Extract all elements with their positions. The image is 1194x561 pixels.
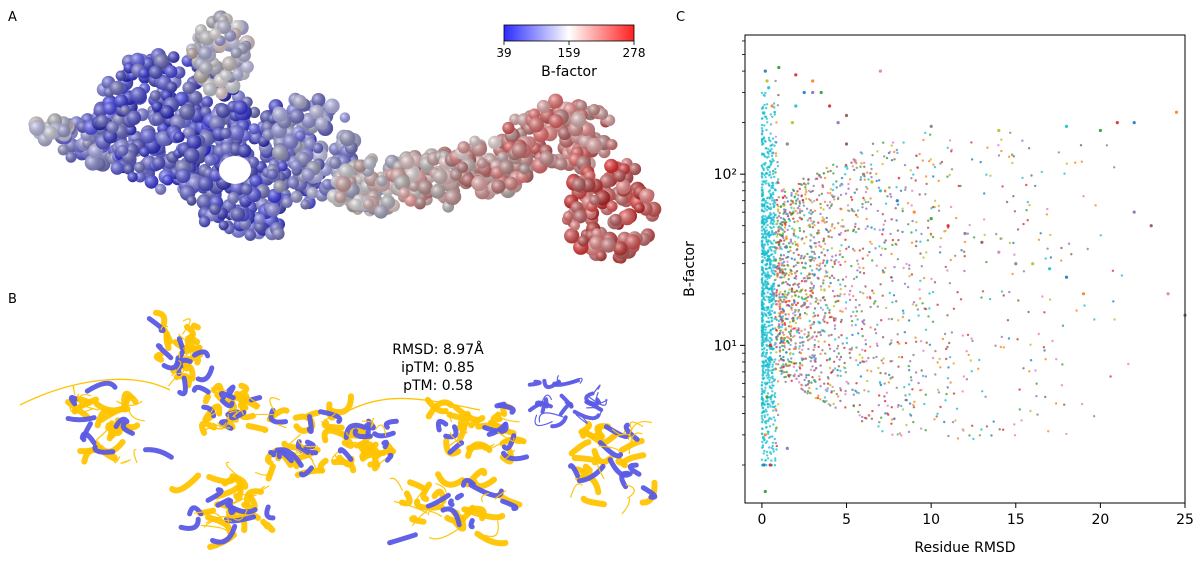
data-point xyxy=(794,73,797,76)
data-point xyxy=(879,70,882,73)
data-point xyxy=(845,142,848,145)
point-cloud xyxy=(761,80,1130,467)
panel-label-a: A xyxy=(8,10,17,25)
bfactor-surface-panel: 39 159 278 B-factor xyxy=(20,10,670,285)
data-point xyxy=(791,121,794,124)
data-point xyxy=(1031,262,1034,265)
y-tick-label: 10¹ xyxy=(714,338,737,354)
data-point xyxy=(1082,292,1085,295)
data-point xyxy=(762,463,765,466)
data-point xyxy=(764,490,767,493)
data-point xyxy=(896,199,899,202)
data-point xyxy=(1065,125,1068,128)
data-point xyxy=(837,121,840,124)
plot-frame xyxy=(745,35,1185,503)
colorbar-tick-low: 39 xyxy=(496,46,511,60)
data-point xyxy=(1167,292,1170,295)
data-point xyxy=(913,211,916,214)
bfactor-surface-image: 39 159 278 B-factor xyxy=(20,10,670,285)
x-axis-label: Residue RMSD xyxy=(914,540,1015,556)
data-point xyxy=(777,241,780,244)
data-point xyxy=(980,241,983,244)
bfactor-rmsd-scatter: 0 5 10 15 20 25 10¹ 10² Residue RMSD B-factor xyxy=(672,0,1194,557)
colorbar-tick-mid: 159 xyxy=(558,46,581,60)
data-point xyxy=(930,217,933,220)
data-point xyxy=(794,104,797,107)
data-point xyxy=(1175,111,1178,114)
superposition-panel: RMSD: 8.97Å ipTM: 0.85 pTM: 0.58 xyxy=(10,290,670,557)
data-point xyxy=(811,79,814,82)
x-tick-label: 25 xyxy=(1176,512,1194,528)
superposition-image: RMSD: 8.97Å ipTM: 0.85 pTM: 0.58 xyxy=(10,290,670,557)
data-point xyxy=(786,142,789,145)
data-point xyxy=(820,91,823,94)
data-point xyxy=(862,173,865,176)
data-point xyxy=(786,447,789,450)
data-point xyxy=(1133,121,1136,124)
x-axis-ticks: 0 5 10 15 20 25 xyxy=(757,503,1193,528)
data-point xyxy=(947,224,950,227)
data-point xyxy=(845,114,848,117)
data-point xyxy=(1133,211,1136,214)
data-point xyxy=(771,104,774,107)
data-point xyxy=(767,86,770,89)
data-point xyxy=(811,91,814,94)
data-point xyxy=(1014,262,1017,265)
y-axis-label: B-factor xyxy=(682,241,698,297)
data-point xyxy=(963,232,966,235)
y-tick-label: 10² xyxy=(714,167,737,183)
data-point xyxy=(1116,121,1119,124)
data-point xyxy=(1150,224,1153,227)
scatter-panel: 0 5 10 15 20 25 10¹ 10² Residue RMSD B-factor xyxy=(672,0,1194,557)
data-point xyxy=(781,189,784,192)
data-point xyxy=(777,66,780,69)
ptm-text: pTM: 0.58 xyxy=(403,378,473,394)
x-tick-label: 0 xyxy=(757,512,766,528)
rmsd-text: RMSD: 8.97Å xyxy=(392,341,484,358)
x-tick-label: 15 xyxy=(1007,512,1025,528)
x-tick-label: 5 xyxy=(842,512,851,528)
data-point xyxy=(1099,129,1102,132)
data-point xyxy=(765,79,768,82)
x-tick-label: 20 xyxy=(1091,512,1109,528)
iptm-text: ipTM: 0.85 xyxy=(401,360,475,376)
data-point xyxy=(879,189,882,192)
data-point xyxy=(1048,267,1051,270)
data-point xyxy=(764,433,767,436)
data-point xyxy=(769,344,772,347)
colorbar xyxy=(504,25,634,41)
data-point xyxy=(997,129,1000,132)
data-point xyxy=(870,180,873,183)
data-points xyxy=(762,66,1187,493)
data-point xyxy=(765,395,768,398)
data-point xyxy=(828,104,831,107)
ribbon-structure xyxy=(20,313,655,547)
colorbar-label: B-factor xyxy=(541,64,597,80)
data-point xyxy=(764,70,767,73)
data-point xyxy=(772,292,775,295)
y-axis-ticks: 10¹ 10² xyxy=(714,41,745,465)
data-point xyxy=(803,91,806,94)
data-point xyxy=(769,463,772,466)
colorbar-tick-high: 278 xyxy=(623,46,646,60)
x-tick-label: 10 xyxy=(922,512,940,528)
data-point xyxy=(1065,276,1068,279)
data-point xyxy=(997,251,1000,254)
data-point xyxy=(930,125,933,128)
data-point xyxy=(853,159,856,162)
